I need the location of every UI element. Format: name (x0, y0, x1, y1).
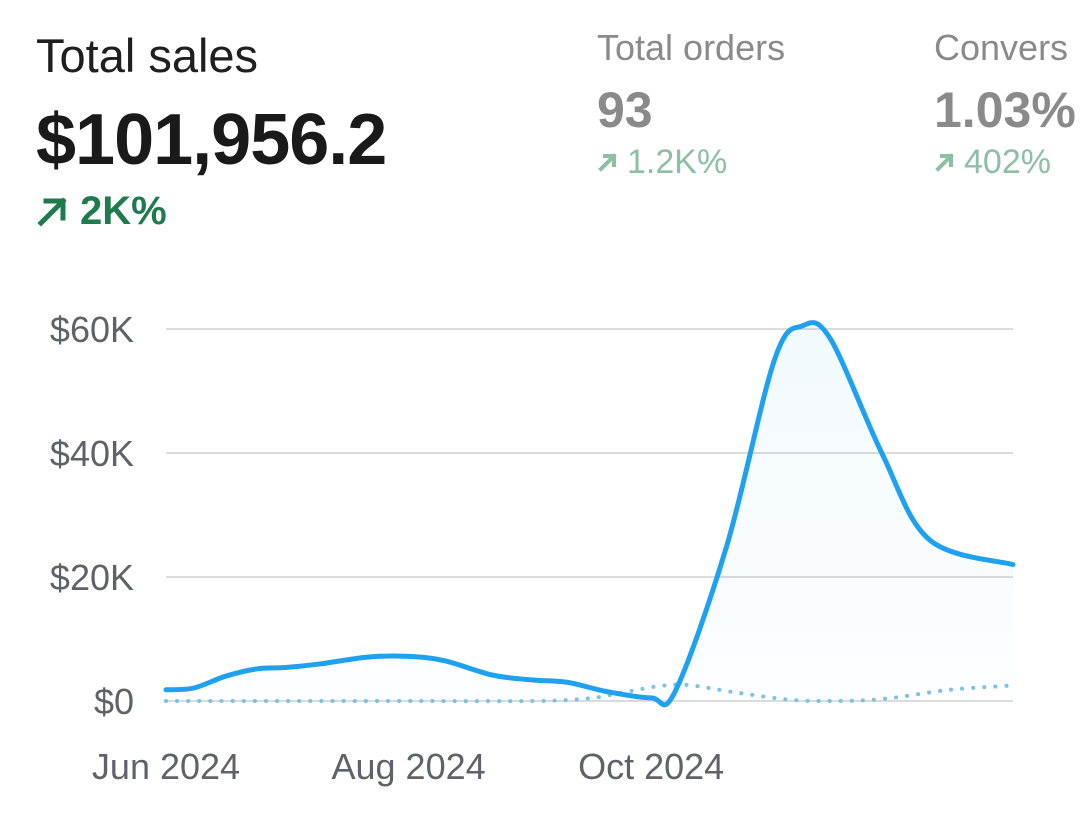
arrow-up-right-icon (935, 153, 954, 172)
arrow-up-right-icon (598, 153, 617, 172)
total-orders-label: Total orders (597, 27, 786, 68)
total-orders-value: 93 (597, 82, 653, 138)
x-tick-label: Aug 2024 (331, 746, 485, 787)
conversion-rate-delta-text: 402% (964, 143, 1051, 181)
sales-area-fill (166, 322, 1013, 705)
y-tick-label: $0 (94, 681, 134, 722)
total-orders-delta: 1.2K% (597, 142, 785, 182)
conversion-rate-metric[interactable]: Convers 1.03% 402% (934, 28, 1076, 182)
total-sales-label: Total sales (36, 29, 259, 82)
conversion-rate-value: 1.03% (934, 82, 1076, 138)
x-axis-labels: Jun 2024 Aug 2024 Oct 2024 (92, 746, 724, 787)
total-sales-delta-text: 2K% (80, 189, 167, 233)
y-tick-label: $60K (50, 309, 134, 350)
total-sales-value: $101,956.2 (36, 100, 387, 180)
x-tick-label: Jun 2024 (92, 746, 240, 787)
conversion-rate-label: Convers (934, 27, 1069, 68)
total-sales-metric[interactable]: Total sales $101,956.2 2K% (36, 28, 387, 234)
y-axis-labels: $0 $20K $40K $60K (50, 309, 134, 722)
y-tick-label: $20K (50, 557, 134, 598)
total-sales-delta: 2K% (36, 188, 386, 234)
chart-series (163, 320, 1016, 708)
sales-line (163, 320, 1016, 708)
conversion-rate-delta: 402% (934, 142, 1076, 182)
total-orders-metric[interactable]: Total orders 93 1.2K% (597, 28, 785, 182)
sales-over-time-chart[interactable]: $0 $20K $40K $60K Jun 2024 Aug 2024 Oct 2024 (0, 290, 1080, 800)
total-orders-delta-text: 1.2K% (627, 143, 728, 181)
y-tick-label: $40K (50, 433, 134, 474)
arrow-up-right-icon (37, 197, 67, 227)
x-tick-label: Oct 2024 (578, 746, 724, 787)
